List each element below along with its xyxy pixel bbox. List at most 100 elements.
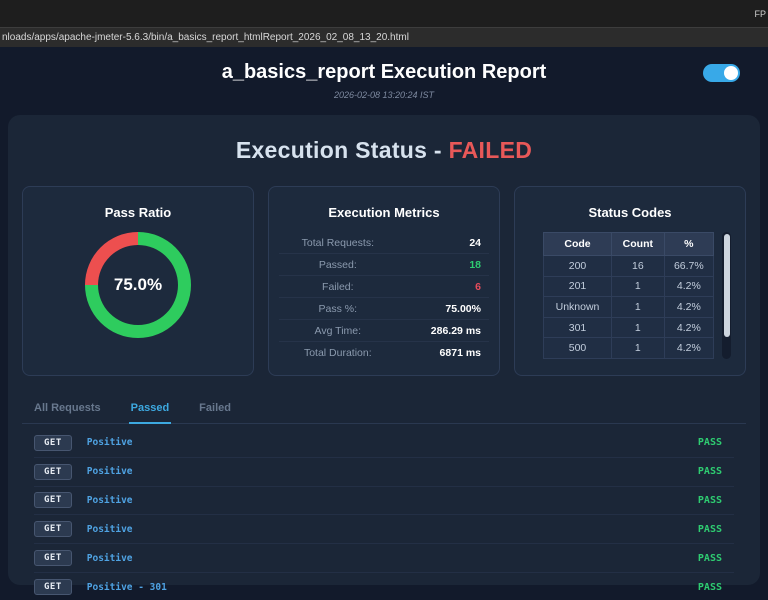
status-codes-scrollbar-thumb[interactable] — [723, 234, 730, 337]
metric-label: Pass %: — [318, 302, 358, 315]
tab-all-requests[interactable]: All Requests — [34, 402, 101, 414]
status-codes-cell: 4.2% — [663, 296, 715, 318]
execution-metrics-title: Execution Metrics — [328, 205, 440, 220]
execution-status-value: FAILED — [448, 137, 533, 163]
request-filter-tabs: All Requests Passed Failed — [22, 396, 746, 424]
request-row: GET Positive PASS — [34, 458, 734, 487]
metric-row: Total Requests: 24 — [279, 232, 489, 254]
address-bar-url: nloads/apps/apache-jmeter-5.6.3/bin/a_ba… — [2, 32, 409, 43]
request-name-link[interactable]: Positive — [86, 437, 133, 449]
request-row: GET Positive PASS — [34, 429, 734, 458]
status-codes-body: 200 16 66.7% 201 1 4.2% Unknown 1 4.2% 301 1 4.2% 50… — [543, 255, 715, 359]
metric-value: 6 — [475, 280, 481, 293]
method-badge[interactable]: GET — [34, 434, 72, 451]
status-codes-row: 301 1 4.2% — [543, 316, 715, 339]
request-row: GET Positive PASS — [34, 487, 734, 516]
request-status-badge: PASS — [697, 437, 722, 449]
request-status-badge: PASS — [697, 552, 722, 564]
tab-failed[interactable]: Failed — [199, 402, 231, 414]
status-codes-cell: 66.7% — [663, 255, 715, 277]
request-status-badge: PASS — [697, 494, 722, 506]
status-codes-header-cell: % — [663, 232, 715, 256]
metric-row: Total Duration: 6871 ms — [279, 342, 489, 364]
status-codes-table-wrap: Code Count% 200 16 66.7% 201 1 4.2% Unknown 1 4.2… — [525, 232, 735, 359]
status-codes-cell: 16 — [611, 255, 665, 277]
request-name-link[interactable]: Positive - 301 — [86, 581, 167, 593]
status-codes-scrollbar[interactable] — [722, 232, 731, 359]
request-row: GET Positive - 301 PASS — [34, 573, 734, 600]
status-codes-cell: 500 — [543, 337, 612, 359]
metric-value: 6871 ms — [439, 347, 481, 359]
method-badge[interactable]: GET — [34, 492, 72, 509]
status-codes-cell: 4.2% — [663, 337, 715, 359]
request-row: GET Positive PASS — [34, 544, 734, 573]
status-codes-row: 500 1 4.2% — [543, 337, 715, 359]
status-codes-cell: 1 — [611, 337, 665, 359]
status-codes-cell: 1 — [611, 275, 665, 298]
metric-value: 18 — [469, 258, 481, 271]
status-codes-header-cell: Code — [543, 232, 612, 256]
status-codes-cell: 301 — [543, 316, 612, 339]
metric-label: Passed: — [318, 258, 357, 271]
status-codes-cell: 1 — [611, 316, 665, 339]
pass-ratio-value: 75.0% — [113, 275, 163, 294]
status-codes-cell: 4.2% — [663, 316, 715, 339]
metric-value: 286.29 ms — [430, 324, 481, 337]
status-codes-cell: 1 — [611, 296, 665, 318]
fps-counter: FP — [754, 8, 766, 19]
pass-ratio-donut-hole: 75.0% — [98, 245, 178, 325]
method-badge[interactable]: GET — [34, 579, 72, 596]
execution-metrics-card: Execution Metrics Total Requests: 24 Passe… — [268, 186, 500, 376]
metrics-rows: Total Requests: 24 Passed: 18 Failed: 6 Pass %… — [279, 232, 489, 364]
theme-toggle[interactable] — [703, 64, 740, 82]
metric-label: Total Duration: — [303, 347, 372, 359]
report-timestamp: 2026-02-08 13:20:24 IST — [333, 90, 435, 100]
metric-label: Total Requests: — [301, 236, 374, 249]
theme-toggle-knob — [724, 66, 738, 80]
metric-label: Avg Time: — [314, 324, 362, 337]
status-codes-table: Code Count% 200 16 66.7% 201 1 4.2% Unknown 1 4.2… — [543, 232, 715, 359]
status-codes-row: 200 16 66.7% — [543, 255, 715, 277]
report-header: a_basics_report Execution Report 2026-02… — [0, 47, 768, 100]
metric-value: 24 — [469, 236, 481, 249]
status-codes-header-cell: Count — [611, 232, 665, 256]
method-badge[interactable]: GET — [34, 521, 72, 538]
address-bar[interactable]: nloads/apps/apache-jmeter-5.6.3/bin/a_ba… — [0, 27, 768, 47]
pass-ratio-title: Pass Ratio — [104, 205, 172, 220]
request-name-link[interactable]: Positive — [86, 523, 133, 535]
status-codes-cell: 201 — [543, 275, 612, 298]
status-codes-row: 201 1 4.2% — [543, 275, 715, 298]
status-codes-header-row: Code Count% — [543, 232, 715, 256]
request-row: GET Positive PASS — [34, 515, 734, 545]
metric-row: Passed: 18 — [279, 254, 489, 276]
report-page: a_basics_report Execution Report 2026-02… — [0, 47, 768, 600]
method-badge[interactable]: GET — [34, 463, 72, 480]
request-status-badge: PASS — [697, 466, 722, 478]
status-codes-row: Unknown 1 4.2% — [543, 296, 715, 318]
method-badge[interactable]: GET — [34, 550, 72, 567]
request-name-link[interactable]: Positive — [86, 552, 133, 564]
status-codes-title: Status Codes — [588, 205, 672, 220]
pass-ratio-chart: 75.0% — [85, 232, 191, 338]
tab-passed[interactable]: Passed — [128, 396, 172, 424]
metric-label: Failed: — [322, 280, 354, 293]
metric-row: Failed: 6 — [279, 276, 489, 298]
status-codes-cell: Unknown — [543, 296, 612, 318]
request-name-link[interactable]: Positive — [86, 494, 133, 506]
pass-ratio-card: Pass Ratio 75.0% — [22, 186, 254, 376]
status-codes-cell: 4.2% — [663, 275, 715, 298]
execution-status-prefix: Execution Status - — [235, 137, 449, 163]
request-status-badge: PASS — [697, 581, 722, 593]
request-list: GET Positive PASS GET Positive PASS GET Positiv… — [22, 429, 746, 600]
metric-row: Pass %: 75.00% — [279, 298, 489, 320]
status-codes-cell: 200 — [543, 255, 612, 277]
page-title: a_basics_report Execution Report — [221, 61, 547, 83]
status-codes-card: Status Codes Code Count% 200 16 66.7% 201 1 4.… — [514, 186, 746, 376]
request-status-badge: PASS — [697, 523, 722, 535]
request-name-link[interactable]: Positive — [86, 466, 133, 478]
metric-row: Avg Time: 286.29 ms — [279, 320, 489, 342]
window-topbar: FP — [0, 0, 768, 27]
metric-value: 75.00% — [445, 302, 481, 315]
execution-status-heading: Execution Status - FAILED — [22, 137, 746, 164]
report-panel: Execution Status - FAILED Pass Ratio 75.… — [8, 115, 760, 596]
